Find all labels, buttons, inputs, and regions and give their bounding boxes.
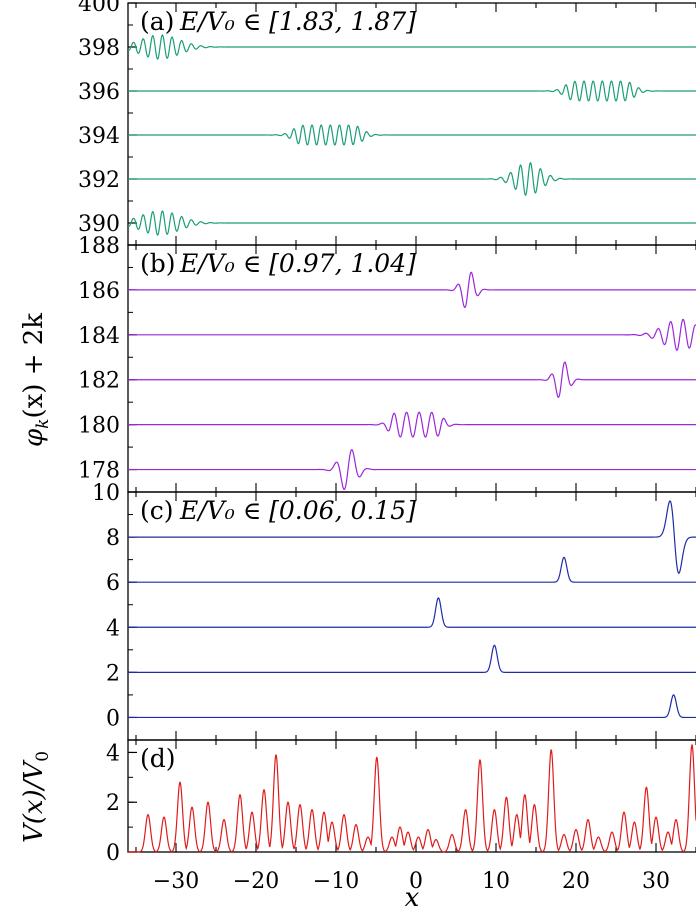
- series-line-2: [128, 597, 696, 628]
- y-axis-title-potential-sub: 0: [33, 751, 53, 762]
- y-tick-label: 180: [78, 414, 120, 439]
- y-tick-label: 4: [106, 741, 120, 766]
- y-tick-label: 396: [78, 80, 120, 105]
- series-line-2: [128, 361, 696, 398]
- x-tick-label: 20: [562, 869, 590, 894]
- x-tick-label: −10: [313, 869, 359, 894]
- y-tick-label: 2: [106, 791, 120, 816]
- y-tick-label: 398: [78, 36, 120, 61]
- series-line-0: [128, 500, 696, 574]
- x-tick-label: 30: [642, 869, 670, 894]
- panel-b: 188 186 184 182 180 178 (b) E/V₀ ∈ [0.97, 1.04]: [78, 234, 696, 493]
- y-tick-label: 178: [78, 459, 120, 484]
- y-tick-label: 2: [106, 661, 120, 686]
- y-tick-label: 8: [106, 526, 120, 551]
- x-tick-label: −30: [153, 869, 199, 894]
- y-tick-label: 394: [78, 124, 120, 149]
- panel-title: E/V₀ ∈ [1.83, 1.87]: [179, 7, 416, 36]
- series-line-0: [127, 34, 696, 60]
- panel-frame: [127, 2, 696, 246]
- panel-label: (d): [140, 744, 176, 773]
- series-line-3: [128, 162, 696, 196]
- y-axis-title-rest: (x) + 2k: [19, 313, 49, 419]
- y-axis-title-phi: φ: [19, 428, 49, 447]
- series-line-4: [127, 210, 696, 236]
- series-line-1: [128, 80, 696, 102]
- x-axis-title: x: [405, 883, 420, 913]
- y-tick-label: 182: [78, 369, 120, 394]
- series-line-0: [128, 271, 696, 309]
- series-line-4: [128, 694, 696, 719]
- panel-frame: [127, 244, 696, 493]
- panel-label: (a): [140, 7, 174, 36]
- x-tick-label: −20: [233, 869, 279, 894]
- series-line-3: [128, 411, 696, 438]
- panel-label: (b): [140, 249, 176, 278]
- x-tick-label: 10: [482, 869, 510, 894]
- panel-d: 4 2 0 (d): [106, 739, 696, 866]
- y-axis-title-potential-main: V(x)/V: [19, 760, 49, 843]
- potential-line: [128, 743, 696, 853]
- y-tick-label: 400: [78, 0, 120, 17]
- y-tick-label: 0: [106, 706, 120, 731]
- y-tick-label: 184: [78, 324, 120, 349]
- panel-title: E/V₀ ∈ [0.06, 0.15]: [179, 496, 416, 525]
- series-line-4: [128, 449, 696, 490]
- y-axis-title-sub: k: [33, 419, 53, 429]
- y-tick-label: 390: [78, 212, 120, 237]
- panel-title: E/V₀ ∈ [0.97, 1.04]: [179, 249, 416, 278]
- panel-c: 10 8 6 4 2 0 (c) E/V₀ ∈ [0.06, 0.15]: [92, 481, 696, 741]
- series-line-3: [128, 644, 696, 673]
- y-tick-label: 392: [78, 168, 120, 193]
- x-tick-label: 0: [409, 869, 423, 894]
- y-tick-label: 0: [106, 841, 120, 866]
- y-axis-title-wavefunction: φk(x) + 2k: [19, 313, 53, 447]
- series-line-2: [128, 124, 696, 146]
- panel-label: (c): [140, 496, 174, 525]
- panel-a: 400 398 396 394 392 390 (a) E/V₀ ∈ [1.83, 1.87]: [78, 0, 696, 246]
- series-line-1: [128, 556, 696, 583]
- y-tick-label: 10: [92, 481, 120, 506]
- y-axis-title-potential: V(x)/V0: [19, 751, 53, 843]
- y-tick-label: 4: [106, 616, 120, 641]
- series-line-1: [128, 318, 696, 351]
- y-tick-label: 186: [78, 279, 120, 304]
- y-tick-label: 6: [106, 571, 120, 596]
- y-tick-label: 188: [78, 234, 120, 259]
- panel-frame: [127, 739, 696, 853]
- panel-frame: [127, 491, 696, 741]
